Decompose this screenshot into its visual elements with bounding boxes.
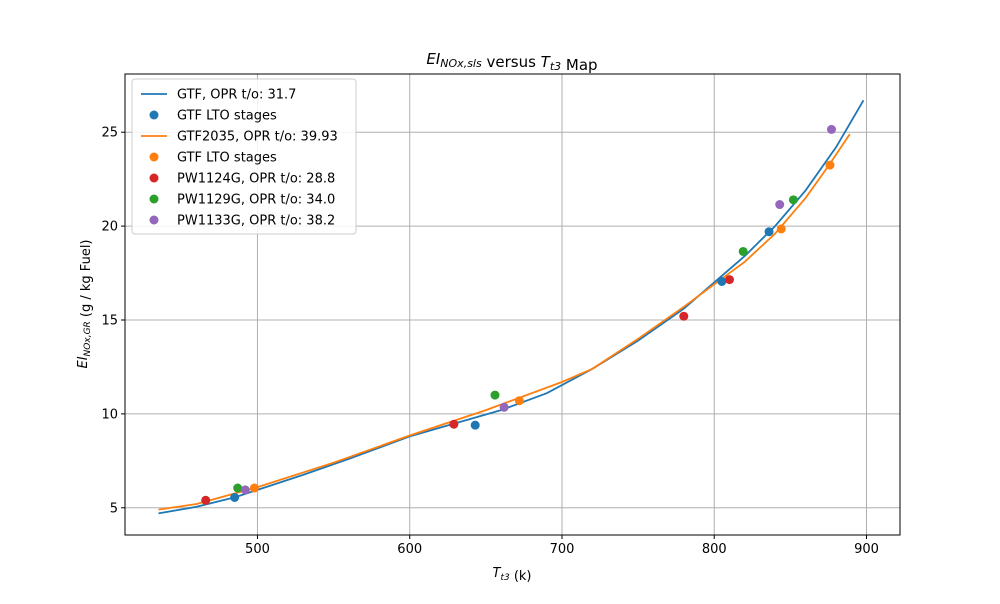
legend-entry-label: PW1124G, OPR t/o: 28.8: [177, 172, 335, 187]
x-tick-label: 800: [702, 542, 727, 557]
chart-title: EINOx,sls versus Tt3 Map: [426, 50, 597, 74]
scatter-point: [776, 224, 786, 234]
scatter-point: [717, 276, 727, 286]
scatter-point: [230, 492, 240, 502]
y-tick-label: 5: [110, 501, 118, 516]
scatter-point: [826, 124, 836, 134]
scatter-point: [249, 483, 259, 493]
legend-dot-marker: [149, 152, 159, 162]
series-layer: [158, 99, 865, 515]
x-axis-label: Tt3 (k): [492, 566, 531, 584]
scatter-point: [724, 275, 734, 285]
y-tick-label: 10: [101, 407, 118, 422]
legend: GTF, OPR t/o: 31.7 GTF LTO stages GTF2035,…: [131, 78, 357, 235]
scatter-point: [825, 160, 835, 170]
legend-entry-label: PW1133G, OPR t/o: 38.2: [177, 214, 335, 229]
legend-entry-label: GTF, OPR t/o: 31.7: [177, 88, 296, 103]
legend-box: [131, 78, 357, 235]
scatter-point: [201, 495, 211, 505]
x-tick-label: 600: [397, 542, 422, 557]
grid-lines: [125, 74, 900, 535]
y-tick-label: 25: [101, 126, 118, 141]
legend-entry-label: GTF LTO stages: [177, 151, 277, 166]
scatter-point: [233, 483, 243, 493]
x-tick-label: 500: [245, 542, 270, 557]
scatter-point: [679, 311, 689, 321]
scatter-point: [449, 419, 459, 429]
y-tick-label: 15: [101, 313, 118, 328]
legend-entry-label: GTF LTO stages: [177, 109, 277, 124]
scatter-point: [788, 195, 798, 205]
y-axis-label: EINOx,GR (g / kg Fuel): [76, 240, 94, 369]
x-tick-label: 900: [854, 542, 879, 557]
scatter-point: [490, 390, 500, 400]
legend-entry-label: PW1129G, OPR t/o: 34.0: [177, 193, 335, 208]
plot-frame: [124, 73, 901, 536]
scatter-point: [470, 420, 480, 430]
legend-dot-marker: [149, 110, 159, 120]
legend-dot-marker: [149, 173, 159, 183]
y-axis-ticks: 5 10 15 20 25: [101, 126, 125, 516]
y-tick-label: 20: [101, 220, 118, 235]
series-line: [158, 133, 851, 511]
scatter-point: [775, 200, 785, 210]
legend-entry-label: GTF2035, OPR t/o: 39.93: [177, 130, 338, 145]
x-axis-ticks: 500 600 700 800 900: [245, 535, 879, 557]
scatter-point: [514, 396, 524, 406]
scatter-point: [499, 402, 509, 412]
legend-dot-marker: [149, 194, 159, 204]
x-tick-label: 700: [550, 542, 575, 557]
scatter-point: [240, 485, 250, 495]
scatter-point: [738, 246, 748, 256]
scatter-point: [764, 227, 774, 237]
legend-dot-marker: [149, 215, 159, 225]
